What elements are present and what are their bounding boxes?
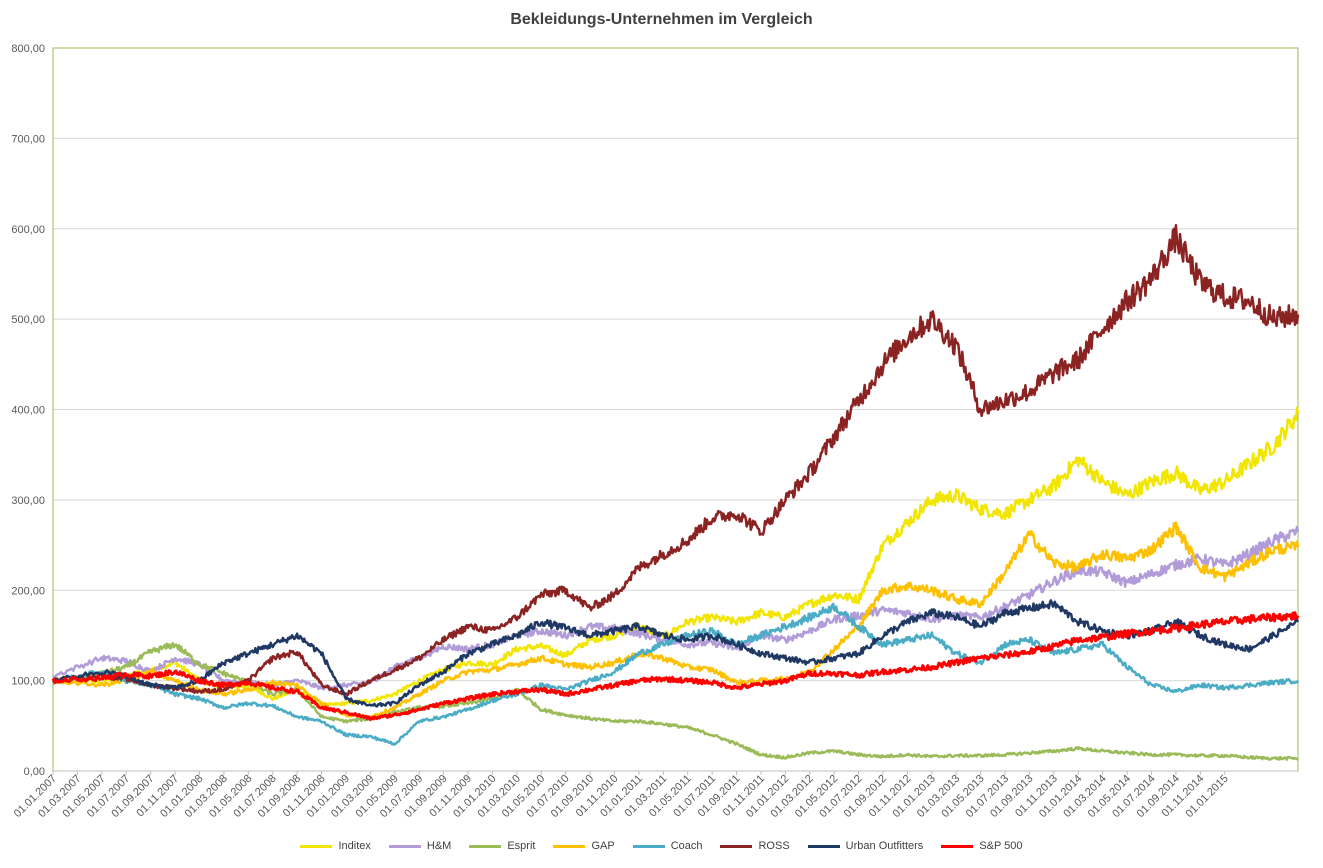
legend-swatch bbox=[300, 844, 333, 848]
legend-item: Esprit bbox=[469, 840, 535, 852]
legend-label: H&M bbox=[426, 840, 452, 852]
series-line-coach bbox=[52, 602, 1300, 747]
chart-title: Bekleidungs-Unternehmen im Vergleich bbox=[510, 11, 813, 28]
legend-item: Coach bbox=[632, 840, 703, 852]
legend-item: H&M bbox=[388, 840, 452, 852]
legend-item: ROSS bbox=[720, 840, 790, 852]
y-tick-label: 600,00 bbox=[11, 224, 45, 236]
y-tick-label: 300,00 bbox=[11, 495, 45, 507]
series-line-ross bbox=[51, 223, 1300, 697]
legend-item: Inditex bbox=[300, 840, 371, 852]
legend-swatch bbox=[632, 844, 665, 848]
legend-item: Urban Outfitters bbox=[807, 840, 924, 852]
series-line-s-p-500 bbox=[51, 611, 1300, 722]
y-tick-label: 100,00 bbox=[11, 676, 45, 688]
series-line-urban-outfitters bbox=[52, 599, 1300, 708]
y-tick-label: 800,00 bbox=[11, 43, 45, 55]
legend-label: Esprit bbox=[507, 840, 536, 852]
legend-label: GAP bbox=[591, 840, 615, 852]
y-tick-label: 500,00 bbox=[11, 314, 45, 326]
legend-label: Inditex bbox=[338, 840, 371, 852]
series-line-gap bbox=[52, 521, 1300, 720]
y-tick-label: 200,00 bbox=[11, 585, 45, 597]
series-line-esprit bbox=[52, 642, 1299, 761]
y-tick-label: 400,00 bbox=[11, 405, 45, 417]
legend-swatch bbox=[941, 844, 974, 848]
legend-swatch bbox=[388, 844, 421, 848]
legend-item: GAP bbox=[553, 840, 615, 852]
y-tick-label: 0,00 bbox=[24, 766, 45, 778]
legend-swatch bbox=[720, 844, 753, 848]
legend-label: Urban Outfitters bbox=[845, 840, 924, 852]
legend-label: Coach bbox=[670, 840, 703, 852]
legend-swatch bbox=[553, 844, 586, 848]
legend-item: S&P 500 bbox=[941, 840, 1023, 852]
chart-legend: Inditex H&M Esprit GAP Coach ROSS Urban Outfit… bbox=[0, 840, 1323, 852]
legend-swatch bbox=[807, 844, 840, 848]
legend-label: ROSS bbox=[758, 840, 790, 852]
legend-swatch bbox=[469, 844, 502, 848]
legend-label: S&P 500 bbox=[979, 840, 1023, 852]
y-tick-label: 700,00 bbox=[11, 133, 45, 145]
